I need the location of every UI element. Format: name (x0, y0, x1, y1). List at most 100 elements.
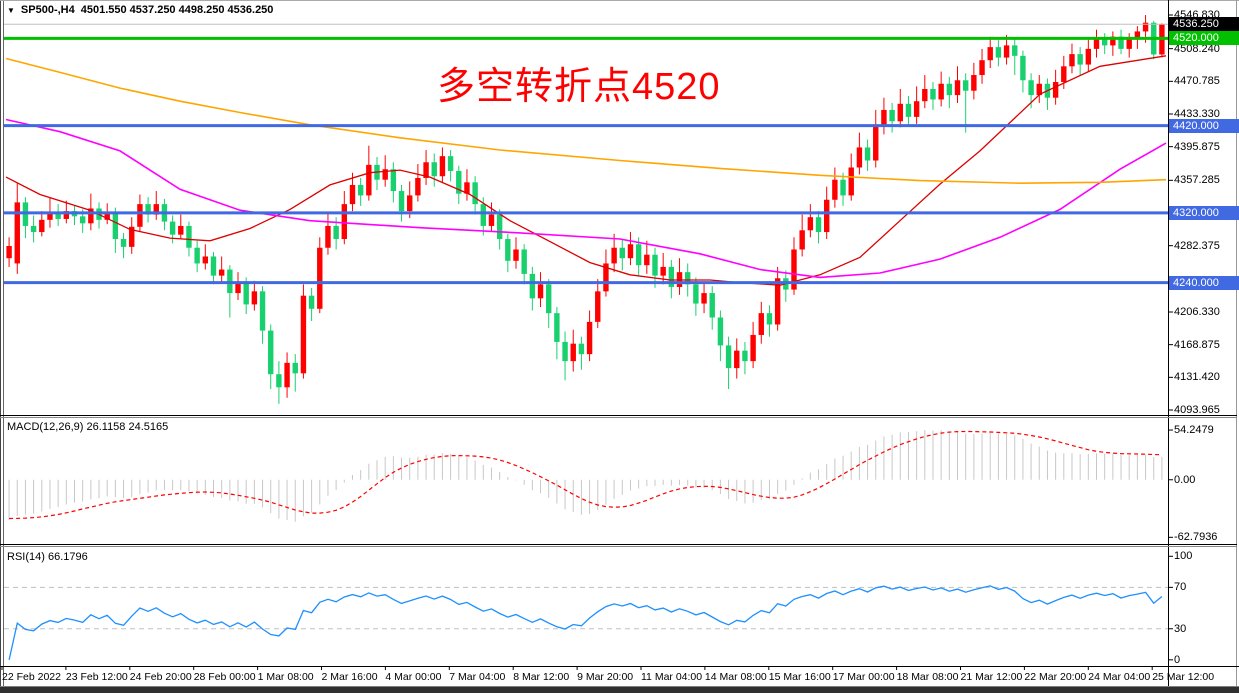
bull-candle (1052, 82, 1059, 98)
annotation-text[interactable]: 多空转折点4520 (437, 66, 721, 108)
bear-candle (693, 284, 699, 304)
ohlc-values: 4501.550 4537.250 4498.250 4536.250 (80, 4, 274, 16)
bear-candle (243, 282, 249, 305)
time-tick-label: 15 Mar 16:00 (768, 671, 831, 683)
bear-candle (333, 225, 339, 240)
bear-candle (480, 204, 486, 226)
bull-candle (595, 291, 601, 322)
bull-candle (856, 147, 863, 168)
bear-candle (259, 291, 266, 331)
bull-candle (1069, 54, 1075, 67)
bear-candle (864, 147, 871, 161)
bull-candle (488, 214, 495, 226)
bear-candle (546, 284, 552, 314)
bear-candle (431, 162, 437, 177)
bull-candle (251, 291, 258, 305)
bear-candle (562, 341, 568, 362)
bull-candle (513, 249, 519, 261)
price-tick-label: 4433.330 (1174, 107, 1220, 120)
symbol-dropdown-icon[interactable]: ▼ (7, 5, 15, 15)
bull-candle (913, 101, 920, 117)
macd-histogram (8, 430, 1163, 522)
bull-candle (284, 362, 290, 388)
bull-candle (1134, 31, 1141, 39)
time-tick-label: 8 Mar 12:00 (513, 671, 570, 683)
time-tick-label: 11 Mar 04:00 (641, 671, 703, 683)
bear-candle (447, 156, 454, 171)
bull-candle (407, 195, 413, 212)
bull-candle (464, 182, 470, 194)
bull-candle (153, 204, 159, 215)
bear-candle (995, 47, 1002, 58)
bear-candle (717, 317, 724, 346)
bear-candle (194, 247, 200, 264)
time-tick-label: 2 Mar 16:00 (321, 671, 378, 683)
bear-candle (268, 330, 274, 375)
macd-axis-label: 0.00 (1174, 473, 1196, 486)
time-tick-label: 7 Mar 04:00 (449, 671, 506, 683)
bear-candle (668, 266, 675, 287)
bear-candle (496, 214, 503, 240)
bull-candle (750, 334, 756, 362)
bear-candle (30, 225, 37, 233)
bull-candle (1142, 22, 1149, 32)
bear-candle (210, 256, 217, 276)
bull-candle (47, 212, 53, 220)
bull-candle (1061, 66, 1067, 83)
bear-candle (889, 109, 895, 122)
rsi-axis-label: 30 (1174, 622, 1187, 635)
bear-candle (186, 225, 192, 248)
bear-candle (79, 216, 86, 224)
price-tick-label: 4357.285 (1174, 174, 1220, 187)
bull-candle (349, 184, 356, 205)
bear-candle (635, 244, 642, 266)
time-tick-label: 28 Feb 00:00 (193, 671, 256, 683)
bull-candle (415, 177, 421, 196)
bull-candle (603, 263, 609, 292)
bull-candle (1093, 38, 1100, 49)
bull-candle (1110, 36, 1116, 46)
time-tick-label: 25 Mar 12:00 (1152, 671, 1215, 683)
chart-title: ▼ SP500-,H4 4501.550 4537.250 4498.250 4… (7, 4, 273, 16)
bull-candle (987, 47, 993, 61)
bull-candle (734, 350, 740, 369)
time-tick-label: 22 Mar 20:00 (1024, 671, 1087, 683)
bull-candle (660, 266, 666, 276)
bull-candle (922, 88, 928, 102)
ma-slow-orange-line (5, 57, 1167, 185)
bear-candle (529, 273, 536, 299)
price-tick-label: 4470.785 (1174, 75, 1220, 88)
price-level-badge: 4520.000 (1169, 31, 1239, 46)
bull-candle (300, 295, 307, 374)
rsi-line (8, 585, 1163, 660)
bull-candle (807, 217, 814, 231)
bear-candle (505, 239, 511, 261)
price-tick-label: 4395.875 (1174, 140, 1220, 153)
bear-candle (1028, 80, 1034, 96)
bull-candle (1085, 48, 1092, 65)
bear-candle (308, 295, 315, 309)
bull-candle (39, 219, 45, 233)
bull-candle (570, 343, 576, 362)
bear-candle (766, 313, 773, 325)
macd-axis-label: -62.7936 (1174, 531, 1218, 544)
bear-candle (521, 249, 527, 274)
price-tick-label: 4168.875 (1174, 338, 1220, 351)
bear-candle (112, 212, 119, 240)
bear-candle (276, 374, 282, 388)
bull-candle (627, 244, 634, 259)
bottom-window-bar[interactable] (0, 687, 1239, 693)
bull-candle (104, 212, 110, 220)
symbol-label: SP500-,H4 (20, 4, 75, 16)
time-tick-label: 17 Mar 00:00 (832, 671, 895, 683)
bull-candle (954, 80, 961, 96)
bear-candle (1020, 55, 1026, 81)
bull-candle (897, 103, 903, 122)
bear-candle (742, 350, 748, 362)
bull-candle (791, 249, 797, 290)
bull-candle (848, 167, 854, 196)
bull-candle (979, 60, 985, 76)
bear-candle (120, 239, 127, 247)
